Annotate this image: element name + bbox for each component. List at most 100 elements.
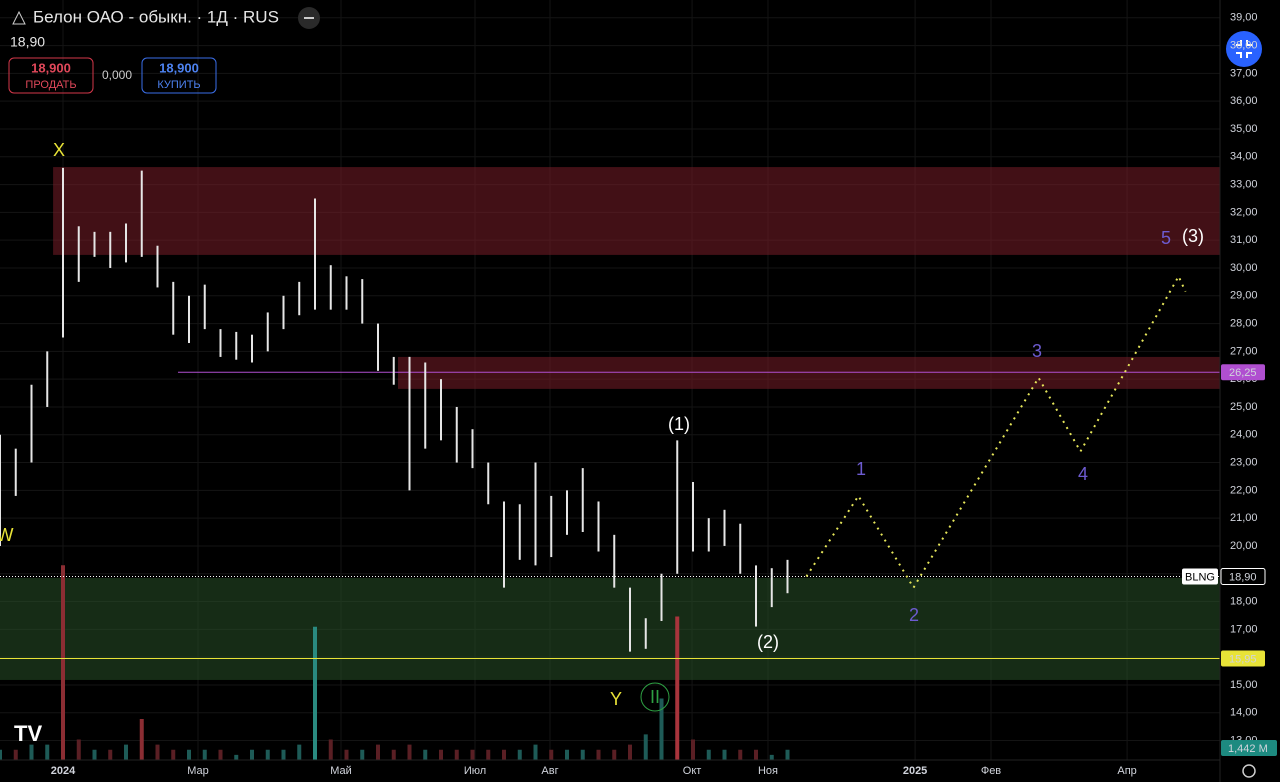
symbol-tag bbox=[1182, 568, 1218, 585]
volume-bar bbox=[517, 749, 522, 760]
volume-bar bbox=[0, 749, 2, 760]
y-tick-label: 35,00 bbox=[1230, 123, 1258, 135]
logo: TV bbox=[14, 721, 42, 746]
volume-bar bbox=[486, 749, 491, 760]
x-tick-label: Фев bbox=[981, 765, 1001, 777]
wave-label: Y bbox=[610, 689, 622, 709]
x-tick-label: Ноя bbox=[758, 765, 778, 777]
volume-bar bbox=[502, 749, 507, 760]
wave-label: 3 bbox=[1032, 341, 1042, 361]
buy-button[interactable] bbox=[141, 57, 217, 94]
volume-bar bbox=[108, 749, 113, 760]
y-tick-label: 23,00 bbox=[1230, 456, 1258, 468]
volume-bar bbox=[407, 744, 412, 760]
icon bbox=[12, 10, 26, 25]
volume-bar bbox=[344, 749, 349, 760]
sell-button[interactable] bbox=[8, 57, 94, 94]
volume-bar bbox=[376, 744, 381, 760]
settings-button[interactable] bbox=[1242, 764, 1256, 778]
volume-bar bbox=[439, 749, 444, 760]
volume-bar bbox=[250, 749, 255, 760]
volume-bar bbox=[643, 734, 648, 760]
volume-bar bbox=[628, 744, 633, 760]
volume-bar bbox=[139, 719, 144, 760]
y-tick-label: 15,00 bbox=[1230, 679, 1258, 691]
y-tick-label: 22,00 bbox=[1230, 484, 1258, 496]
volume-bar bbox=[29, 744, 34, 760]
volume-bar bbox=[265, 749, 270, 760]
price-tag-label: 18,90 bbox=[1229, 571, 1257, 583]
y-tick-label: 34,00 bbox=[1230, 151, 1258, 163]
wave-label: W bbox=[0, 525, 14, 545]
volume-bar bbox=[423, 749, 428, 760]
y-tick-label: 14,00 bbox=[1230, 707, 1258, 719]
y-tick-label: 17,00 bbox=[1230, 623, 1258, 635]
volume-bar bbox=[218, 749, 223, 760]
buy-label: КУПИТЬ bbox=[157, 79, 200, 91]
volume-bar bbox=[565, 749, 570, 760]
volume-bar bbox=[171, 749, 176, 760]
x-tick-label: Июл bbox=[464, 765, 486, 777]
wave-label: (2) bbox=[757, 632, 779, 652]
volume-bar bbox=[13, 749, 18, 760]
volume-bar bbox=[202, 749, 207, 760]
wave-label: 1 bbox=[856, 459, 866, 479]
wave-label: X bbox=[53, 140, 65, 160]
y-tick-label: 39,00 bbox=[1230, 12, 1258, 24]
wave-label: II bbox=[650, 687, 660, 707]
zone bbox=[0, 577, 1220, 680]
x-tick-label: 2024 bbox=[51, 765, 76, 777]
buy-price: 18,900 bbox=[159, 60, 199, 75]
y-tick-label: 24,00 bbox=[1230, 429, 1258, 441]
x-tick-label: Окт bbox=[683, 765, 702, 777]
volume-bar bbox=[549, 749, 554, 760]
y-tick-label: 21,00 bbox=[1230, 512, 1258, 524]
wave-circle bbox=[640, 682, 670, 712]
volume-bar bbox=[313, 626, 318, 760]
volume-bar bbox=[234, 754, 239, 760]
y-tick-label: 30,00 bbox=[1230, 262, 1258, 274]
volume-bar bbox=[391, 749, 396, 760]
zone bbox=[398, 356, 1220, 389]
price-tag bbox=[1220, 568, 1266, 586]
volume-bar bbox=[470, 749, 475, 760]
plot bbox=[0, 0, 1220, 760]
volume-tag-label: 1,442 M bbox=[1228, 743, 1268, 755]
volume-bar bbox=[155, 744, 160, 760]
volume-bar bbox=[659, 698, 664, 760]
fullscreen-button[interactable] bbox=[1226, 31, 1262, 67]
volume-bar bbox=[754, 749, 759, 760]
wave-label: (1) bbox=[668, 414, 690, 434]
y-tick-label: 29,00 bbox=[1230, 290, 1258, 302]
y-tick-label: 38,00 bbox=[1230, 39, 1258, 51]
volume-bar bbox=[187, 749, 192, 760]
sell-label: ПРОДАТЬ bbox=[25, 79, 76, 91]
y-tick-label: 18,00 bbox=[1230, 595, 1258, 607]
y-tick-label: 25,00 bbox=[1230, 401, 1258, 413]
y-tick-label: 27,00 bbox=[1230, 345, 1258, 357]
annotations: X W Y (1) (2) 1 2 3 4 5 (3) II bbox=[0, 140, 1204, 712]
volume-bar bbox=[360, 749, 365, 760]
volume-bar bbox=[706, 749, 711, 760]
price: 18,90 bbox=[10, 34, 45, 50]
sell-price: 18,900 bbox=[31, 60, 71, 75]
wave-label: 4 bbox=[1078, 464, 1088, 484]
volume-bar bbox=[580, 749, 585, 760]
y-tick-label: 31,00 bbox=[1230, 234, 1258, 246]
y-tick-label: 28,00 bbox=[1230, 317, 1258, 329]
volume-tag bbox=[1221, 740, 1277, 756]
price-tag bbox=[1221, 650, 1265, 667]
wave-label: 2 bbox=[909, 605, 919, 625]
wave-label: (3) bbox=[1182, 226, 1204, 246]
price-tag bbox=[1221, 364, 1265, 381]
wave-label: 5 bbox=[1161, 228, 1171, 248]
y-tick-label: 36,00 bbox=[1230, 95, 1258, 107]
volume-bar bbox=[76, 739, 81, 760]
volume-bar bbox=[785, 749, 790, 760]
x-tick-label: Мар bbox=[187, 765, 209, 777]
volume-bar bbox=[45, 744, 50, 760]
volume-bar bbox=[675, 616, 680, 760]
x-tick-label: Май bbox=[330, 765, 352, 777]
